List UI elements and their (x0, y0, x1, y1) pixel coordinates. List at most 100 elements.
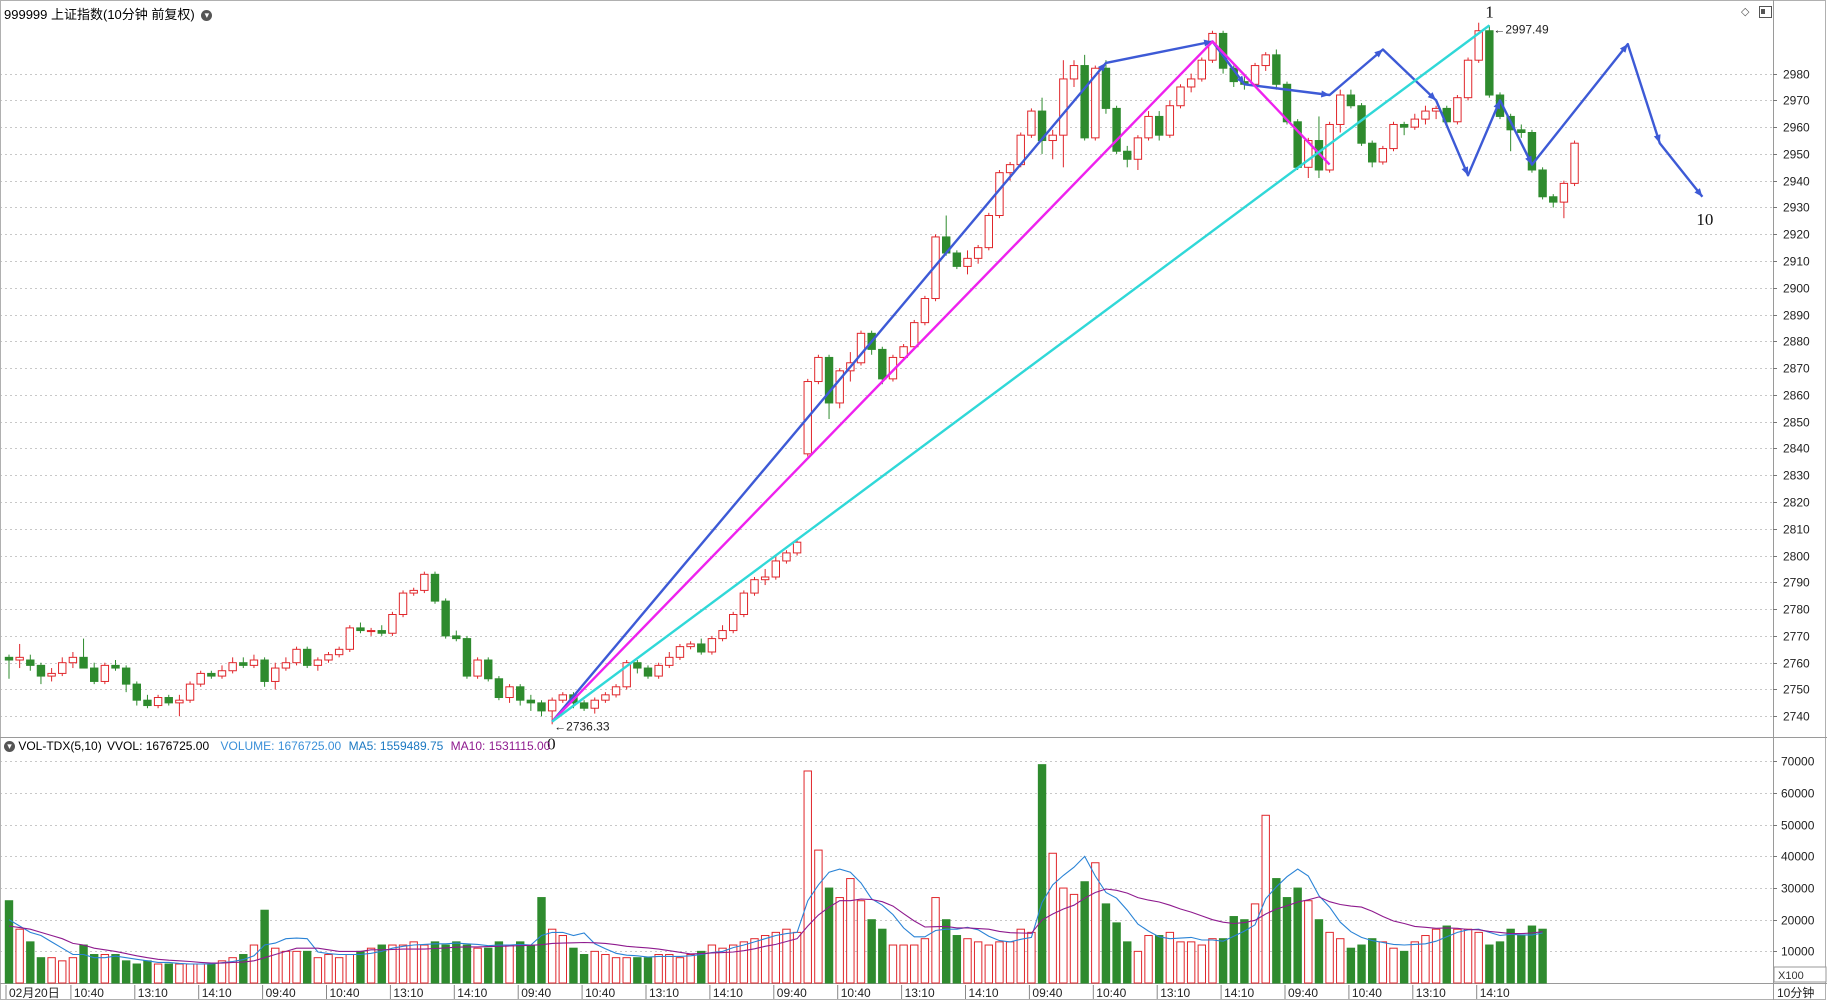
volume-bar-down (36, 957, 46, 984)
volume-tick-label: 60000 (1781, 787, 1815, 801)
volume-bar-up (846, 878, 855, 984)
volume-bar-up (590, 950, 599, 984)
volume-bar-up (345, 954, 355, 984)
candle-body-up (1059, 78, 1068, 136)
price-tick-label: 2760 (1783, 657, 1810, 671)
ma5-label: MA5: 1559489.75 (348, 739, 444, 753)
candle (132, 681, 142, 706)
time-tick-label: 10:40 (585, 986, 615, 1000)
candle-body-up (249, 659, 259, 666)
candle (484, 657, 493, 682)
candle (90, 662, 99, 685)
candle-body-down (824, 356, 834, 404)
volume-bar-up (771, 931, 780, 984)
time-tick-label: 10:40 (1352, 986, 1382, 1000)
wave-label-10: 10 (1696, 210, 1713, 229)
volume-bar-up (888, 944, 898, 984)
candle-body-down (494, 678, 504, 699)
volume-bar-up (1059, 887, 1068, 984)
panel-toggle-icon[interactable] (1759, 6, 1772, 18)
time-tick-label: 13:10 (393, 986, 423, 1000)
volume-bar-down (1218, 938, 1228, 984)
volume-bar-down (430, 941, 440, 984)
volume-bar-down (132, 963, 142, 984)
volume-bar-down (579, 954, 589, 984)
time-tick-label: 09:40 (1032, 986, 1062, 1000)
candle-body-up (931, 236, 940, 300)
price-tick-label: 2840 (1783, 442, 1810, 456)
volume-bar-up (995, 941, 1004, 984)
candle-body-down (207, 672, 216, 677)
candle (1357, 103, 1366, 146)
time-tick-label: 13:10 (649, 986, 679, 1000)
candle-body-up (984, 215, 993, 249)
candle-body-up (68, 656, 78, 664)
volume-bar-down (79, 944, 88, 984)
candle-body-down (1155, 115, 1164, 136)
candle-body-down (1357, 105, 1366, 144)
volume-bar-down (1293, 887, 1302, 984)
candle-body-down (697, 643, 706, 653)
volume-bar-up (760, 935, 770, 984)
candle (1559, 180, 1569, 219)
volume-bar-up (835, 897, 844, 984)
candle-body-down (1485, 30, 1494, 96)
candle-body-up (675, 646, 685, 658)
volume-bar-up (814, 849, 823, 984)
candle-body-down (430, 573, 440, 602)
candle-body-up (899, 346, 908, 358)
time-tick-label: 09:40 (1288, 986, 1318, 1000)
volume-bar-down (878, 928, 887, 984)
volume-bar-up (228, 957, 237, 984)
candle-body-up (1421, 110, 1430, 120)
volume-bar-down (494, 941, 504, 984)
volume-bar-down (121, 960, 131, 984)
volume-bar-down (633, 957, 642, 984)
volume-bar-up (58, 960, 67, 984)
candle-body-up (1186, 78, 1196, 88)
volume-bar-up (1304, 900, 1313, 984)
volume-bar-up (1378, 941, 1388, 984)
time-tick-label: 09:40 (266, 986, 296, 1000)
volume-bar-down (1517, 935, 1526, 984)
trendline-arrowhead (1203, 39, 1213, 47)
candle (1133, 135, 1143, 170)
candle-body-up (601, 694, 610, 701)
chart-title-area: 999999 上证指数(10分钟 前复权) ▾ (4, 4, 213, 23)
candle (366, 627, 376, 636)
candle (217, 665, 227, 679)
volume-bar-up (388, 944, 397, 984)
candle (4, 654, 14, 679)
price-tick-label: 2820 (1783, 496, 1810, 510)
candle-body-up (47, 672, 56, 677)
price-tick-label: 2750 (1783, 683, 1810, 697)
candle (420, 571, 429, 594)
candle-body-up (1378, 148, 1388, 163)
candle (963, 250, 972, 275)
volume-tick-label: 10000 (1781, 945, 1815, 959)
candle (1378, 145, 1388, 165)
candle (452, 630, 461, 642)
volume-bar-up (1005, 941, 1015, 984)
candle (185, 681, 195, 703)
price-tick-label: 2880 (1783, 335, 1810, 349)
volume-bar-up (100, 954, 110, 984)
volume-bar-down (462, 944, 472, 984)
candle-body-up (196, 672, 205, 685)
volume-bar-up (1250, 903, 1260, 984)
volume-bar-up (910, 944, 919, 984)
candle-body-up (920, 298, 930, 324)
candle-body-up (1091, 67, 1100, 139)
candle-body-down (36, 664, 46, 677)
chevron-down-icon[interactable]: ▾ (201, 10, 213, 22)
volume-bar-up (1091, 862, 1100, 984)
volume-bar-up (558, 935, 567, 984)
volume-bar-up (675, 957, 685, 984)
candle (537, 700, 546, 717)
candle-body-down (462, 638, 472, 677)
diamond-icon[interactable]: ◇ (1741, 6, 1750, 18)
chevron-down-icon[interactable]: ▾ (4, 741, 15, 753)
volume-tick-label: 70000 (1781, 755, 1815, 769)
candle-body-down (1368, 142, 1377, 163)
